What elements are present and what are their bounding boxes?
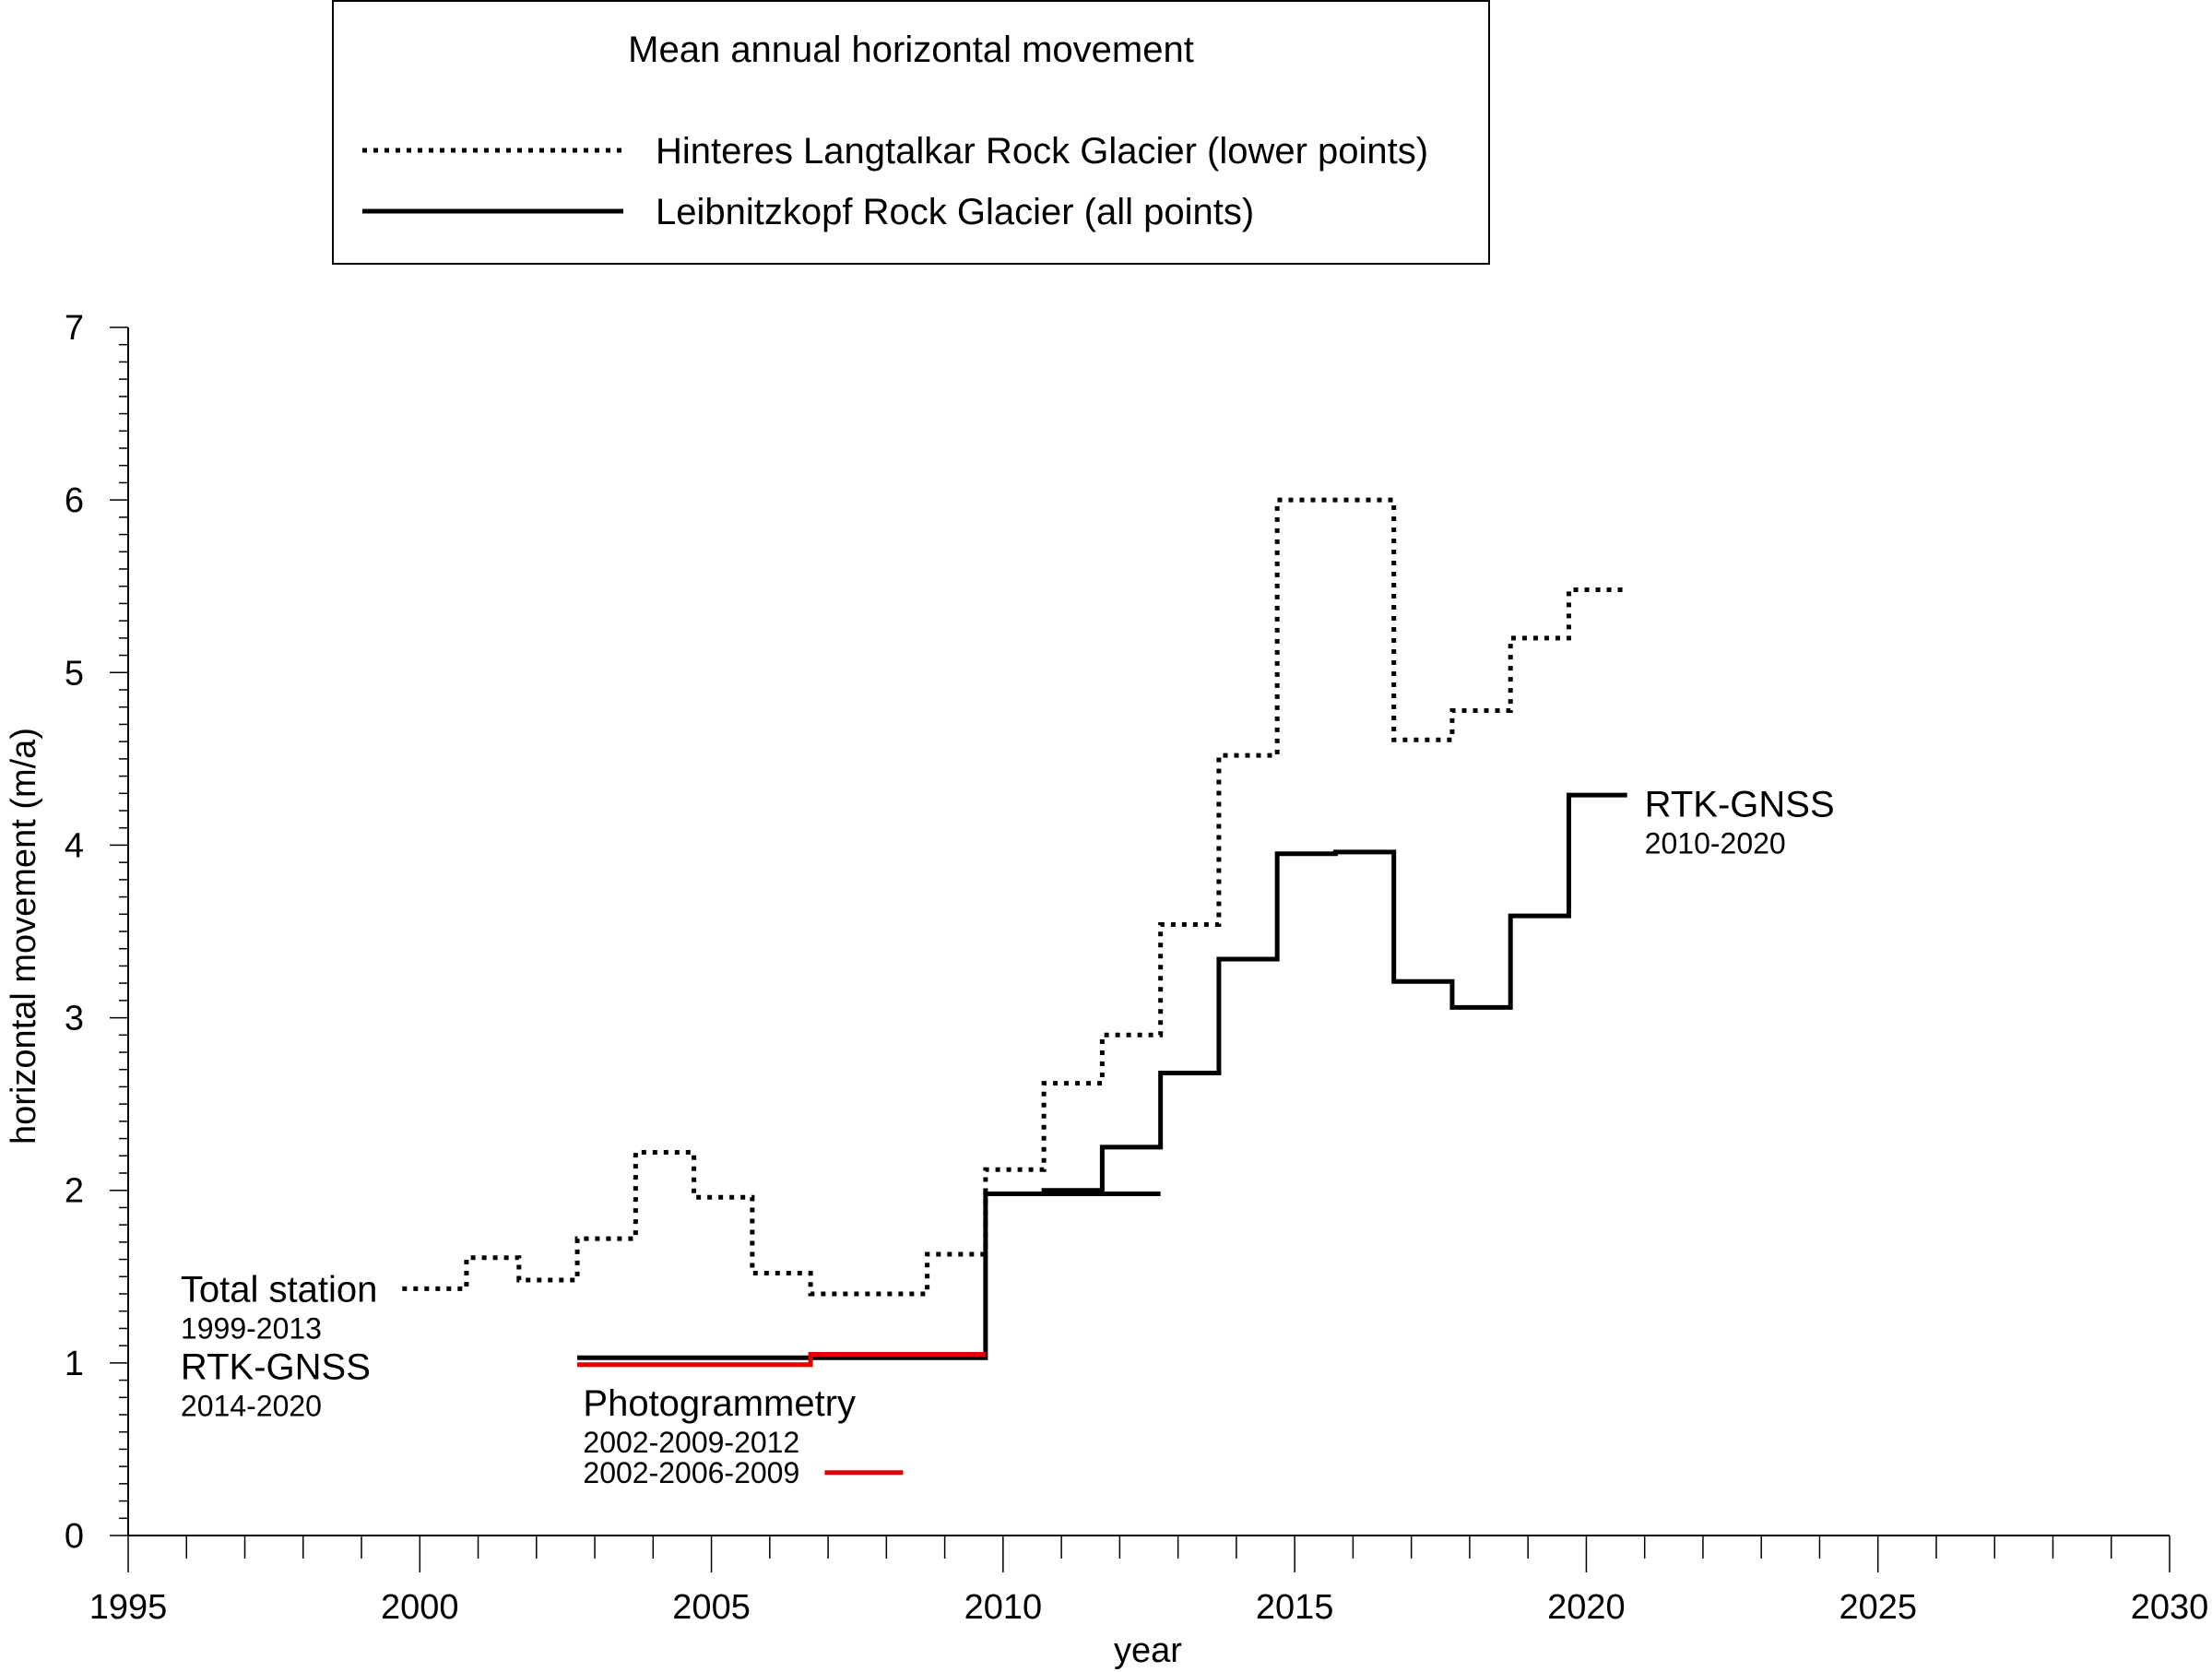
x-tick-label: 2015 <box>1256 1588 1334 1627</box>
annotation-sublabel: 2014-2020 <box>181 1390 322 1423</box>
legend-title: Mean annual horizontal movement <box>628 30 1194 70</box>
annotation-label: RTK-GNSS <box>181 1347 371 1388</box>
y-tick-label: 6 <box>65 481 84 520</box>
y-tick-label: 0 <box>65 1517 84 1556</box>
y-tick-label: 4 <box>65 826 84 865</box>
series-1-line <box>985 792 1627 1196</box>
legend-entry-dotted: Hinteres Langtalkar Rock Glacier (lower … <box>656 131 1428 172</box>
x-tick-label: 2010 <box>964 1588 1043 1627</box>
y-tick-label: 2 <box>65 1172 84 1211</box>
series-group <box>402 497 1627 1368</box>
y-tick-label: 1 <box>65 1345 84 1383</box>
annotation-sublabel: 2002-2009-2012 <box>583 1426 799 1459</box>
legend-entry-solid: Leibnitzkopf Rock Glacier (all points) <box>656 192 1254 232</box>
x-axis-title: year <box>1114 1631 1182 1670</box>
x-tick-label: 2005 <box>672 1588 751 1627</box>
y-tick-label: 7 <box>65 309 84 348</box>
legend-box <box>332 0 1490 265</box>
axes: 0 1 2 3 4 5 6 7 1995 2000 2005 2010 2015 2020 2025 203… <box>5 309 2208 1670</box>
annotation-sublabel: 2010-2020 <box>1645 827 1786 860</box>
annotation-label: RTK-GNSS <box>1645 785 1835 825</box>
y-axis-title: horizontal movement (m/a) <box>5 728 43 1144</box>
annotation-label: Total station <box>181 1269 377 1310</box>
x-tick-label: 2025 <box>1839 1588 1917 1627</box>
y-ticks: 0 1 2 3 4 5 6 7 <box>65 309 128 1556</box>
x-tick-label: 1995 <box>89 1588 168 1627</box>
annotation-sublabel: 1999-2013 <box>181 1311 322 1345</box>
x-tick-label: 2030 <box>2131 1588 2209 1627</box>
series-2-line <box>577 1191 1161 1360</box>
y-tick-label: 3 <box>65 1000 84 1038</box>
series-3-line <box>577 1352 986 1368</box>
annotation-sublabel: 2002-2006-2009 <box>583 1456 799 1489</box>
x-tick-label: 2020 <box>1547 1588 1626 1627</box>
legend: Mean annual horizontal movement Hinteres… <box>332 0 1490 265</box>
x-ticks: 1995 2000 2005 2010 2015 2020 2025 2030 <box>89 1536 2209 1627</box>
y-tick-label: 5 <box>65 654 84 693</box>
x-tick-label: 2000 <box>381 1588 459 1627</box>
series-0-line <box>402 497 1627 1297</box>
annotation-label: Photogrammetry <box>583 1383 856 1424</box>
